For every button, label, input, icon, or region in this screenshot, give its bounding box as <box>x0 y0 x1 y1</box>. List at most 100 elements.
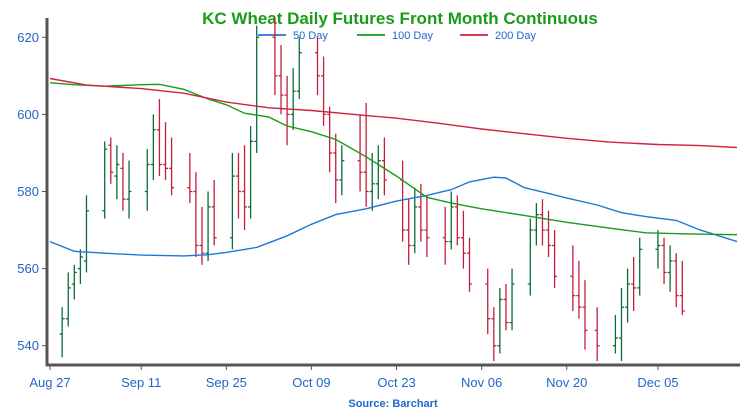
ohlc-bar <box>582 280 588 350</box>
ohlc-bar <box>625 268 631 323</box>
series-line-ma100 <box>49 82 738 236</box>
ohlc-bar <box>491 307 497 362</box>
ohlc-bar <box>235 152 241 219</box>
ohlc-bar <box>406 199 412 265</box>
ohlc-bar <box>679 260 685 315</box>
ohlc-bar <box>369 152 375 211</box>
ohlc-bar <box>539 199 545 246</box>
ohlc-bar <box>205 191 211 261</box>
ohlc-bar <box>290 68 296 130</box>
ohlc-bar <box>339 145 345 196</box>
legend-label: 100 Day <box>392 30 433 42</box>
y-tick-label: 540 <box>17 338 39 353</box>
y-tick-label: 580 <box>17 184 39 199</box>
x-tick-label: Oct 09 <box>292 375 330 390</box>
ohlc-bar <box>150 114 156 180</box>
ohlc-bar <box>466 237 472 292</box>
ohlc-bar <box>497 287 503 354</box>
ohlc-bar <box>363 102 369 207</box>
ohlc-bar <box>144 149 150 211</box>
ohlc-bar <box>77 249 83 285</box>
ohlc-bar <box>163 122 169 180</box>
x-tick-label: Oct 23 <box>377 375 415 390</box>
ohlc-bar <box>71 264 77 300</box>
ohlc-bar <box>284 75 290 146</box>
x-tick-label: Nov 20 <box>546 375 587 390</box>
x-tick-label: Nov 06 <box>461 375 502 390</box>
ohlc-bar <box>412 187 418 254</box>
ohlc-bar <box>248 125 254 219</box>
plot-area <box>49 18 738 362</box>
ohlc-bar <box>229 152 235 250</box>
chart-source: Source: Barchart <box>348 398 438 410</box>
x-tick-label: Sep 11 <box>121 375 161 390</box>
ohlc-bar <box>187 152 193 204</box>
ohlc-bar <box>454 195 460 246</box>
ohlc-bar <box>169 137 175 196</box>
ohlc-bar <box>460 210 466 269</box>
y-tick-label: 600 <box>17 107 39 122</box>
ohlc-bar <box>156 98 162 177</box>
y-tick-label: 620 <box>17 30 39 45</box>
ohlc-bar <box>315 37 321 96</box>
ohlc-bar <box>199 206 205 265</box>
ohlc-bar <box>65 272 71 327</box>
legend-item-ma100: 100 Day <box>357 30 433 42</box>
ohlc-bar <box>193 172 199 258</box>
ohlc-bar <box>637 237 643 296</box>
ohlc-bar <box>327 106 333 173</box>
legend-label: 50 Day <box>293 30 328 42</box>
ohlc-bar <box>442 206 448 265</box>
ohlc-bar <box>102 141 108 219</box>
ohlc-bar <box>83 195 89 273</box>
ohlc-bar <box>126 160 132 219</box>
ohlc-bar <box>242 145 248 231</box>
ohlc-bar <box>570 245 576 312</box>
ohlc-bar <box>108 137 114 184</box>
ohlc-bar <box>254 25 260 153</box>
ohlc-bar <box>552 230 558 288</box>
ohlc-bar <box>400 160 406 242</box>
ohlc-bar <box>503 284 509 331</box>
ohlc-bar <box>272 18 278 96</box>
ohlc-bar <box>612 314 618 354</box>
ohlc-bar <box>655 230 661 269</box>
ohlc-bar <box>533 203 539 246</box>
ohlc-bar <box>509 268 515 331</box>
x-tick-label: Sep 25 <box>206 375 247 390</box>
ohlc-bar <box>114 145 120 200</box>
y-tick-label: 560 <box>17 261 39 276</box>
ohlc-bar <box>673 253 679 308</box>
ohlc-bar <box>381 137 387 196</box>
ohlc-bar <box>278 44 284 115</box>
ohlc-bar <box>594 307 600 362</box>
ohlc-bar <box>448 191 454 250</box>
ohlc-bar <box>618 287 624 362</box>
ohlc-bar <box>211 179 217 246</box>
x-tick-label: Aug 27 <box>29 375 70 390</box>
ohlc-bar <box>375 145 381 200</box>
ohlc-bar <box>667 245 673 292</box>
chart-legend: 50 Day 100 Day 200 Day <box>258 30 536 42</box>
series-line-ma200 <box>49 77 738 149</box>
ohlc-bar <box>120 152 126 211</box>
legend-item-ma50: 50 Day <box>258 30 328 42</box>
ohlc-bar <box>296 37 302 99</box>
ohlc-bar <box>321 56 327 126</box>
ohlc-bar <box>546 210 552 258</box>
ohlc-bar <box>59 307 65 358</box>
ohlc-bar <box>424 195 430 258</box>
ohlc-bar <box>485 268 491 335</box>
ohlc-bar <box>527 218 533 296</box>
legend-item-ma200: 200 Day <box>460 30 536 42</box>
ohlc-bar <box>333 133 339 204</box>
x-tick-label: Dec 05 <box>637 375 678 390</box>
legend-label: 200 Day <box>495 30 536 42</box>
chart-title: KC Wheat Daily Futures Front Month Conti… <box>202 9 598 28</box>
chart-axes: 540 560 580 600 620 Aug 27 Sep 11 Sep 25 Oct 09 O… <box>17 18 740 390</box>
series-line-ma50 <box>49 176 738 257</box>
ohlc-bar <box>661 237 667 285</box>
ohlc-bar <box>631 257 637 312</box>
ohlc-bar <box>576 260 582 319</box>
